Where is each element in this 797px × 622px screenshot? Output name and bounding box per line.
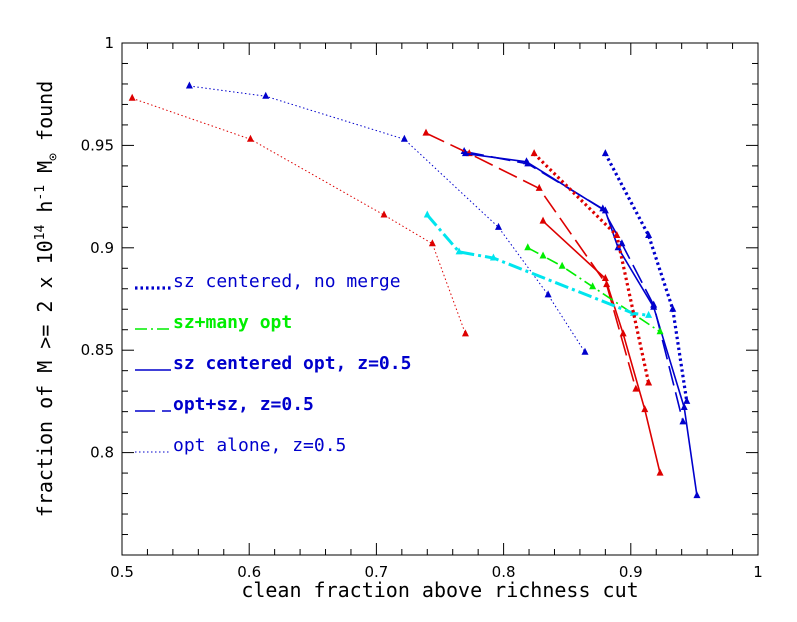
series-line <box>426 214 649 317</box>
series-line <box>189 85 586 353</box>
series-layer <box>128 81 701 499</box>
data-point <box>558 261 566 269</box>
data-point <box>581 347 589 355</box>
series-8 <box>601 149 691 404</box>
series-2 <box>460 147 687 425</box>
y-axis-title-sub: ⊙ <box>46 153 61 161</box>
data-point <box>656 468 664 476</box>
y-tick-label: 1 <box>104 34 114 52</box>
x-tick-label: 0.5 <box>110 563 134 581</box>
y-tick-label: 0.9 <box>90 239 114 257</box>
data-point <box>683 396 691 404</box>
x-tick-label: 1 <box>753 563 763 581</box>
series-line <box>132 97 466 334</box>
y-axis-title: fraction of M >= 2 x 1014 h-1 M⊙ found <box>33 81 61 518</box>
data-point <box>619 329 627 337</box>
data-point <box>539 251 547 259</box>
series-line <box>465 152 698 496</box>
data-point <box>680 403 688 411</box>
legend-item: sz centered opt, z=0.5 <box>135 353 411 374</box>
y-axis-title-exp1: 14 <box>33 224 48 240</box>
series-0 <box>185 81 589 355</box>
legend-item: sz centered, no merge <box>135 271 401 292</box>
data-point <box>679 417 687 425</box>
y-axis-title-exp2: -1 <box>33 185 48 201</box>
x-tick-label: 0.8 <box>492 563 516 581</box>
data-point <box>400 134 408 142</box>
x-tick-label: 0.7 <box>364 563 388 581</box>
data-point <box>380 210 388 218</box>
y-axis-title-mid: h <box>33 201 57 225</box>
series-5 <box>539 216 664 476</box>
data-point <box>544 290 552 298</box>
legend: sz centered, no merge sz+many opt sz cente… <box>135 271 411 456</box>
data-point <box>656 327 664 335</box>
plot-frame <box>121 42 759 556</box>
data-point <box>650 302 658 310</box>
x-axis-title: clean fraction above richness cut <box>241 578 638 602</box>
data-point <box>530 149 538 157</box>
y-axis-title-tail: M <box>33 161 57 185</box>
series-line <box>603 152 689 402</box>
data-point <box>423 210 431 218</box>
series-line <box>527 247 661 333</box>
data-point <box>428 239 436 247</box>
legend-label: sz centered opt, z=0.5 <box>173 353 411 374</box>
series-6 <box>524 243 664 335</box>
data-point <box>693 491 701 499</box>
legend-item: opt+sz, z=0.5 <box>135 394 314 415</box>
data-point <box>128 93 136 101</box>
data-point <box>618 239 626 247</box>
series-3 <box>422 128 640 392</box>
data-point <box>601 149 609 157</box>
legend-item: sz+many opt <box>135 312 292 333</box>
data-point <box>645 310 653 318</box>
data-point <box>539 216 547 224</box>
tick-labels: 0.5 0.6 0.7 0.8 0.9 1 0.8 0.85 0.9 0.95 1 <box>81 34 763 581</box>
data-point <box>669 304 677 312</box>
data-point <box>645 378 653 386</box>
data-point <box>461 149 469 157</box>
y-tick-label: 0.85 <box>81 341 114 359</box>
series-line <box>425 132 637 390</box>
y-axis-title-end: found <box>33 81 57 153</box>
axis-ticks <box>121 42 759 556</box>
legend-label: opt+sz, z=0.5 <box>173 394 314 415</box>
data-point <box>535 183 543 191</box>
data-point <box>522 157 530 165</box>
data-point <box>262 91 270 99</box>
legend-label: opt alone, z=0.5 <box>173 435 346 456</box>
data-point <box>632 384 640 392</box>
x-tick-label: 0.9 <box>619 563 643 581</box>
data-point <box>589 282 597 290</box>
x-tick-label: 0.6 <box>237 563 261 581</box>
data-point <box>489 253 497 261</box>
data-point <box>524 243 532 251</box>
data-point <box>613 231 621 239</box>
data-point <box>422 128 430 136</box>
y-axis-title-main: fraction of M >= 2 x 10 <box>33 240 57 517</box>
data-point <box>455 247 463 255</box>
legend-item: opt alone, z=0.5 <box>135 435 346 456</box>
data-point <box>641 405 649 413</box>
data-point <box>461 329 469 337</box>
series-9 <box>530 149 653 386</box>
data-point <box>185 81 193 89</box>
data-point <box>601 274 609 282</box>
data-point <box>495 222 503 230</box>
series-1 <box>128 93 469 337</box>
data-point <box>601 206 609 214</box>
series-line <box>533 152 651 384</box>
legend-label: sz centered, no merge <box>173 271 401 292</box>
series-line <box>542 220 661 474</box>
data-point <box>246 134 254 142</box>
y-tick-label: 0.95 <box>81 136 114 154</box>
y-tick-label: 0.8 <box>90 444 114 462</box>
legend-label: sz+many opt <box>173 312 292 333</box>
series-7 <box>423 210 653 318</box>
data-point <box>645 231 653 239</box>
